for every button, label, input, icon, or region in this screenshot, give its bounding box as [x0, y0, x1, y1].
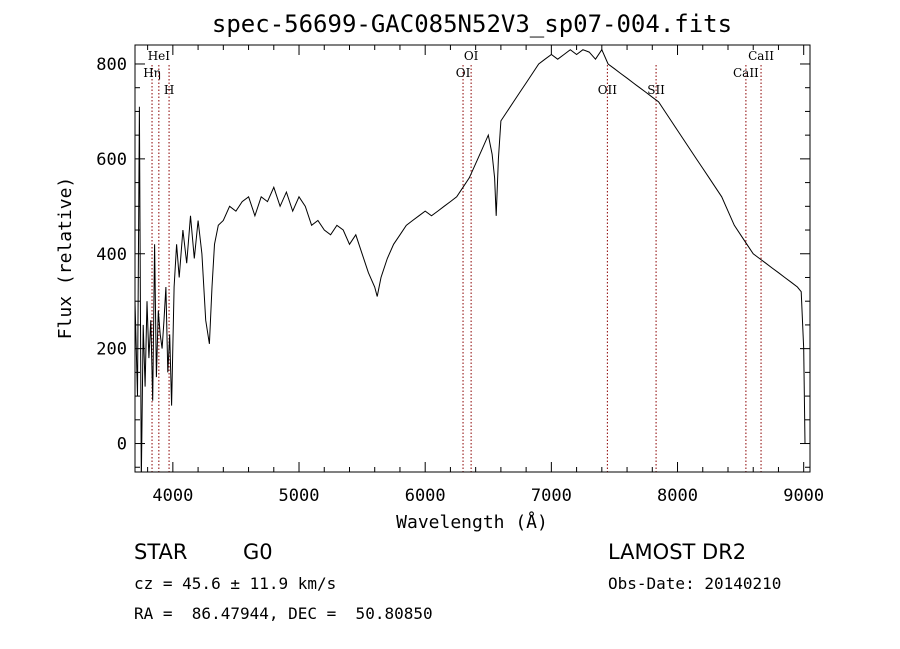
x-tick-label: 9000 — [783, 486, 824, 506]
plot-frame — [134, 44, 811, 473]
redshift-velocity: cz = 45.6 ± 11.9 km/s — [134, 574, 337, 593]
marker-label: H — [164, 83, 174, 97]
x-axis-label: Wavelength (Å) — [396, 511, 548, 533]
object-class: STAR — [134, 540, 188, 564]
y-tick-label: 400 — [96, 245, 127, 265]
spectrum-line — [135, 48, 806, 472]
series-layer — [135, 48, 806, 472]
chart-title: spec-56699-GAC085N52V3_sp07-004.fits — [212, 10, 732, 38]
marker-label: Hη — [143, 66, 161, 80]
marker-label: HeI — [148, 49, 171, 63]
marker-label: OI — [456, 66, 471, 80]
y-tick-label: 600 — [96, 150, 127, 170]
survey-name: LAMOST DR2 — [608, 540, 747, 564]
coordinates: RA = 86.47944, DEC = 50.80850 — [134, 604, 433, 623]
y-axis: 0 200 400 600 800 — [96, 55, 810, 468]
x-axis: 4000 5000 6000 7000 8000 9000 — [147, 45, 824, 506]
spectral-line-markers: Hη HeI H OI OI OII SII CaII CaII — [143, 49, 774, 472]
y-tick-label: 0 — [117, 435, 127, 455]
y-axis-label: Flux (relative) — [55, 177, 76, 340]
x-tick-label: 5000 — [279, 486, 320, 506]
marker-label: OII — [598, 83, 618, 97]
marker-label: OI — [464, 49, 479, 63]
x-tick-label: 4000 — [152, 486, 193, 506]
x-tick-label: 8000 — [657, 486, 698, 506]
observation-date: Obs-Date: 20140210 — [608, 574, 782, 593]
marker-label: SII — [647, 83, 665, 97]
x-tick-label: 6000 — [405, 486, 446, 506]
y-tick-label: 200 — [96, 340, 127, 360]
spectral-subclass: G0 — [243, 540, 273, 564]
marker-label: CaII — [733, 66, 759, 80]
x-tick-label: 7000 — [531, 486, 572, 506]
y-tick-label: 800 — [96, 55, 127, 75]
marker-label: CaII — [748, 49, 774, 63]
